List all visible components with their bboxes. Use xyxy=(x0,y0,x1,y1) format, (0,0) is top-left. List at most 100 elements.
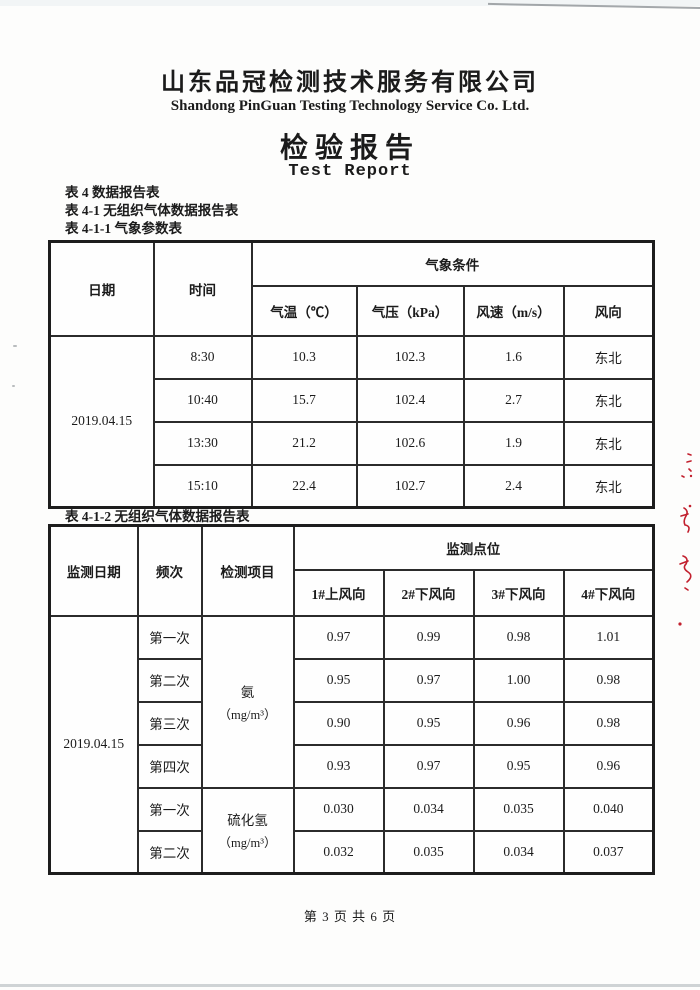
table-cell: 102.3 xyxy=(355,334,465,380)
table-cell: 8:30 xyxy=(152,334,253,380)
header-pressure: 气压（kPa） xyxy=(355,284,465,337)
table-row: 2019.04.15 8:30 10.3 102.3 1.6 东北 xyxy=(48,334,655,509)
header-test-item: 检测项目 xyxy=(200,524,295,617)
table-cell: 21.2 xyxy=(250,420,358,466)
table-cell: 2.7 xyxy=(462,377,565,423)
table-cell: 102.7 xyxy=(355,463,465,509)
table-cell: 0.96 xyxy=(562,743,655,789)
table-cell: 15.7 xyxy=(250,377,358,423)
weather-parameters-table: 日期 时间 气象条件 气温（℃） 气压（kPa） 风速（m/s） 风向 2019… xyxy=(48,240,655,509)
table-cell: 0.034 xyxy=(472,829,565,875)
cell-date: 2019.04.15 xyxy=(48,334,155,509)
table-cell: 13:30 xyxy=(152,420,253,466)
table-cell: 0.035 xyxy=(472,786,565,832)
section-label-table4-1: 表 4-1 无组织气体数据报告表 xyxy=(65,203,239,218)
table-cell: 0.93 xyxy=(292,743,385,789)
table-cell: 15:10 xyxy=(152,463,253,509)
table-row: 第四次 0.93 0.97 0.95 0.96 xyxy=(50,743,655,789)
page-number: 第 3 页 共 6 页 xyxy=(303,909,397,924)
table-header-row: 日期 时间 气象条件 xyxy=(48,240,655,337)
header-wind-direction: 风向 xyxy=(562,284,655,337)
table-cell: 0.034 xyxy=(382,786,475,832)
table-row: 第一次 硫化氢 （mg/m³） 0.030 0.034 0.035 0.040 xyxy=(50,786,655,875)
table-row: 10:40 15.7 102.4 2.7 东北 xyxy=(50,377,655,423)
table-cell: 0.98 xyxy=(562,657,655,703)
table-header-row: 监测日期 频次 检测项目 监测点位 xyxy=(48,524,655,617)
table-cell: 东北 xyxy=(562,334,655,380)
table-subheader-row: 气温（℃） 气压（kPa） 风速（m/s） 风向 xyxy=(50,284,655,337)
header-point-4: 4#下风向 xyxy=(562,568,655,617)
table-subheader-row: 1#上风向 2#下风向 3#下风向 4#下风向 xyxy=(50,568,655,617)
table-cell: 1.9 xyxy=(462,420,565,466)
table-row: 第二次 0.95 0.97 1.00 0.98 xyxy=(50,657,655,703)
scan-speck xyxy=(13,345,17,347)
section-label-table4: 表 4 数据报告表 xyxy=(65,185,160,200)
item-unit: （mg/m³） xyxy=(218,836,277,851)
table-cell: 东北 xyxy=(562,377,655,423)
red-handwriting-mark xyxy=(678,453,693,626)
table-cell: 0.97 xyxy=(292,614,385,660)
table-cell: 1.6 xyxy=(462,334,565,380)
header-wind-speed: 风速（m/s） xyxy=(462,284,565,337)
table-cell: 0.90 xyxy=(292,700,385,746)
table-row: 13:30 21.2 102.6 1.9 东北 xyxy=(50,420,655,466)
cell-monitor-date: 2019.04.15 xyxy=(48,614,139,875)
section-label-table4-1-2: 表 4-1-2 无组织气体数据报告表 xyxy=(65,509,250,524)
table-cell: 22.4 xyxy=(250,463,358,509)
cell-item-ammonia: 氨 （mg/m³） xyxy=(200,614,295,789)
report-title-en: Test Report xyxy=(288,162,412,181)
table-cell: 第三次 xyxy=(136,700,203,746)
table-cell: 0.035 xyxy=(382,829,475,875)
scan-speck xyxy=(12,385,15,387)
table-cell: 102.4 xyxy=(355,377,465,423)
header-weather-conditions: 气象条件 xyxy=(250,240,655,287)
table-cell: 0.95 xyxy=(292,657,385,703)
table-cell: 第一次 xyxy=(136,786,203,832)
item-name: 硫化氢 xyxy=(227,813,268,829)
table-cell: 0.040 xyxy=(562,786,655,832)
header-date: 日期 xyxy=(48,240,155,337)
table-cell: 第二次 xyxy=(136,657,203,703)
table-row: 15:10 22.4 102.7 2.4 东北 xyxy=(50,463,655,509)
table-cell: 0.97 xyxy=(382,743,475,789)
table-cell: 0.96 xyxy=(472,700,565,746)
table-cell: 0.97 xyxy=(382,657,475,703)
table-cell: 0.98 xyxy=(562,700,655,746)
company-name-en: Shandong PinGuan Testing Technology Serv… xyxy=(170,98,530,114)
table-cell: 1.01 xyxy=(562,614,655,660)
table-cell: 0.99 xyxy=(382,614,475,660)
table-cell: 第二次 xyxy=(136,829,203,875)
header-frequency: 频次 xyxy=(136,524,203,617)
table-cell: 东北 xyxy=(562,463,655,509)
item-unit: （mg/m³） xyxy=(218,707,277,722)
scan-bottom-edge xyxy=(0,984,700,987)
table-cell: 2.4 xyxy=(462,463,565,509)
section-label-block: 表 4 数据报告表 表 4-1 无组织气体数据报告表 表 4-1-1 气象参数表 xyxy=(65,184,238,238)
table-cell: 东北 xyxy=(562,420,655,466)
table-cell: 第一次 xyxy=(136,614,203,660)
header-point-1: 1#上风向 xyxy=(292,568,385,617)
header-monitor-points: 监测点位 xyxy=(292,524,655,571)
header-point-2: 2#下风向 xyxy=(382,568,475,617)
header-time: 时间 xyxy=(152,240,253,337)
table-row: 2019.04.15 第一次 氨 （mg/m³） 0.97 0.99 0.98 … xyxy=(48,614,655,875)
cell-item-h2s: 硫化氢 （mg/m³） xyxy=(200,786,295,875)
header-temperature: 气温（℃） xyxy=(250,284,358,337)
company-name-cn: 山东品冠检测技术服务有限公司 xyxy=(161,70,539,96)
table-cell: 102.6 xyxy=(355,420,465,466)
table-cell: 第四次 xyxy=(136,743,203,789)
table-cell: 0.032 xyxy=(292,829,385,875)
header-monitor-date: 监测日期 xyxy=(48,524,139,617)
table-row: 第二次 0.032 0.035 0.034 0.037 xyxy=(50,829,655,875)
table-cell: 0.037 xyxy=(562,829,655,875)
table-cell: 10:40 xyxy=(152,377,253,423)
item-name: 氨 xyxy=(240,684,255,700)
table-cell: 0.95 xyxy=(472,743,565,789)
table-cell: 0.030 xyxy=(292,786,385,832)
header-point-3: 3#下风向 xyxy=(472,568,565,617)
table-cell: 0.95 xyxy=(382,700,475,746)
table-cell: 0.98 xyxy=(472,614,565,660)
gas-data-table: 监测日期 频次 检测项目 监测点位 1#上风向 2#下风向 3#下风向 4#下风… xyxy=(48,524,655,875)
table-cell: 10.3 xyxy=(250,334,358,380)
